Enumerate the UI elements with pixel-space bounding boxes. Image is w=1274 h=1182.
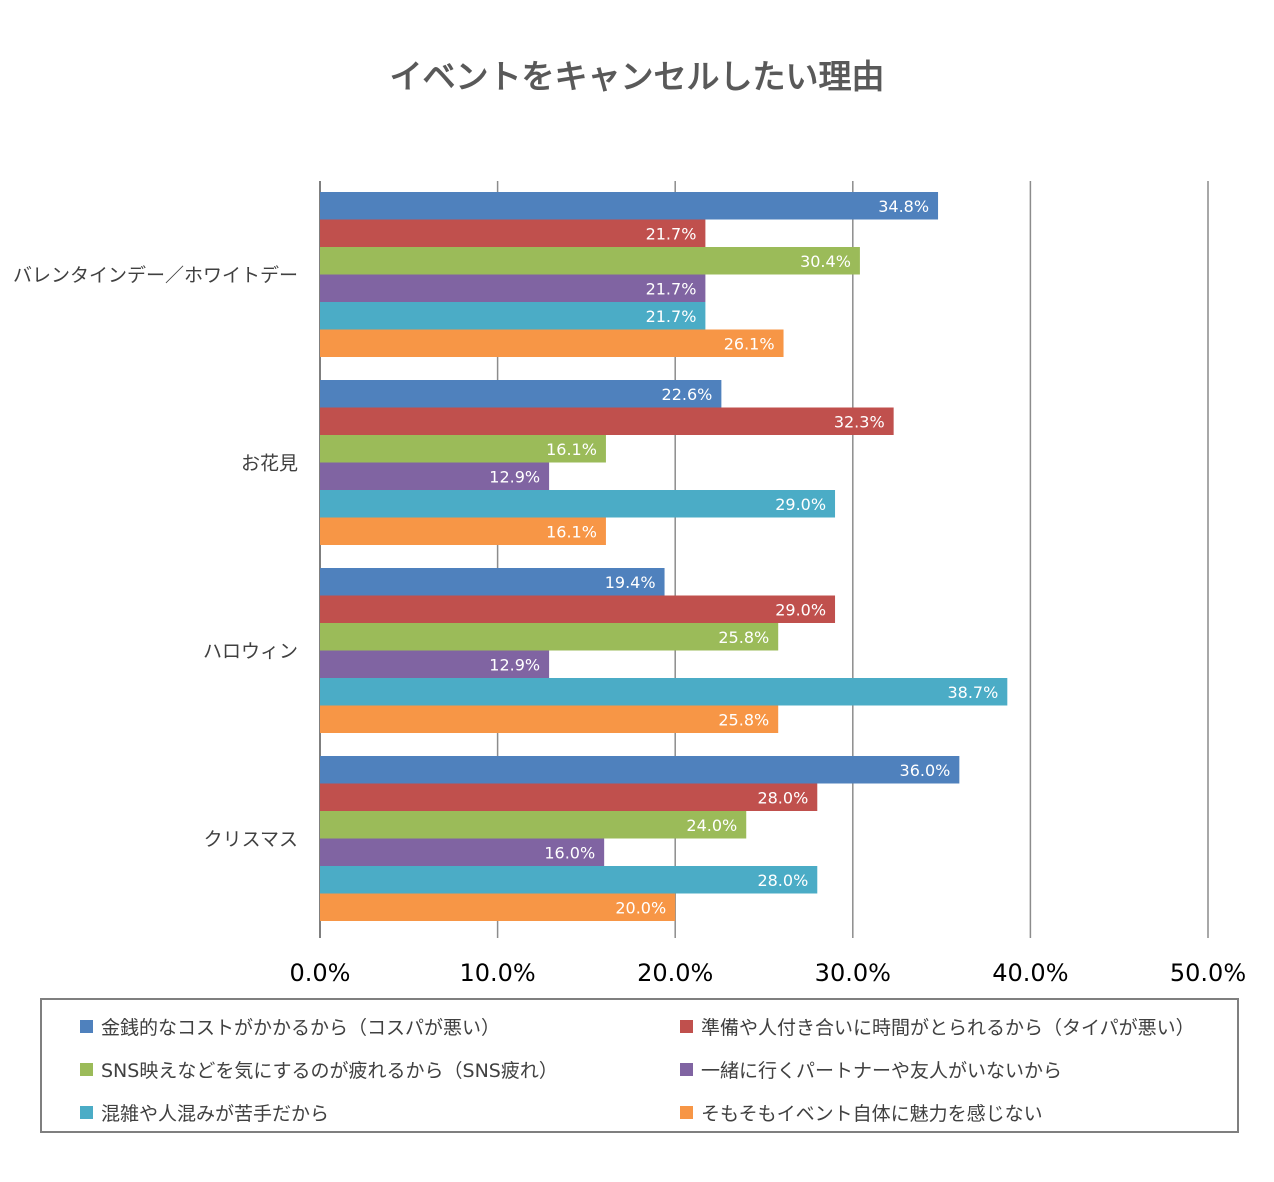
legend-swatch (680, 1063, 693, 1076)
bar (320, 247, 860, 275)
bar (320, 435, 606, 463)
bar (320, 380, 722, 408)
legend-label: 準備や人付き合いに時間がとられるから（タイパが悪い） (701, 1017, 1195, 1039)
bar (320, 783, 818, 811)
legend-item: 金銭的なコストがかかるから（コスパが悪い） (80, 1013, 500, 1040)
legend-label: 一緒に行くパートナーや友人がいないから (701, 1060, 1063, 1082)
bar (320, 811, 747, 839)
legend: 金銭的なコストがかかるから（コスパが悪い） 準備や人付き合いに時間がとられるから（… (40, 998, 1239, 1133)
legend-label: SNS映えなどを気にするのが疲れるから（SNS疲れ） (101, 1060, 558, 1082)
bar (320, 623, 779, 651)
legend-item: そもそもイベント自体に魅力を感じない (680, 1099, 1043, 1126)
data-label: 16.1% (546, 440, 597, 459)
data-label: 12.9% (489, 655, 540, 674)
data-label: 26.1% (724, 334, 775, 353)
data-label: 29.0% (775, 600, 826, 619)
category-label: ハロウィン (203, 641, 298, 663)
data-label: 38.7% (947, 683, 998, 702)
legend-label: 混雑や人混みが苦手だから (101, 1103, 330, 1125)
bar (320, 462, 550, 490)
category-label: バレンタインデー／ホワイトデー (13, 265, 298, 287)
data-label: 16.1% (546, 522, 597, 541)
bar (320, 302, 706, 330)
x-tick-label: 10.0% (459, 959, 535, 987)
data-label: 21.7% (646, 279, 697, 298)
data-label: 32.3% (834, 412, 885, 431)
bar (320, 568, 665, 596)
bar (320, 219, 706, 247)
bar (320, 407, 894, 435)
legend-item: SNS映えなどを気にするのが疲れるから（SNS疲れ） (80, 1056, 558, 1083)
bar (320, 192, 939, 220)
legend-label: そもそもイベント自体に魅力を感じない (701, 1103, 1043, 1125)
data-label: 21.7% (646, 224, 697, 243)
legend-swatch (80, 1063, 93, 1076)
bar (320, 678, 1008, 706)
legend-swatch (680, 1020, 693, 1033)
legend-label: 金銭的なコストがかかるから（コスパが悪い） (101, 1017, 501, 1039)
bars (320, 192, 1008, 921)
data-label: 25.8% (718, 710, 769, 729)
bar (320, 756, 960, 784)
data-label: 24.0% (686, 816, 737, 835)
data-label: 28.0% (757, 788, 808, 807)
legend-item: 混雑や人混みが苦手だから (80, 1099, 329, 1126)
x-tick-label: 50.0% (1170, 959, 1246, 987)
bar (320, 595, 836, 623)
category-label: クリスマス (204, 829, 298, 851)
bar (320, 838, 605, 866)
data-label: 21.7% (646, 307, 697, 326)
x-tick-label: 20.0% (637, 959, 713, 987)
data-label: 28.0% (757, 871, 808, 890)
bar (320, 650, 550, 678)
x-tick-label: 30.0% (815, 959, 891, 987)
data-labels: 34.8% 21.7% 30.4% 21.7% 21.7% 26.1% 22.6% 32.3%… (489, 197, 998, 918)
data-label: 20.0% (615, 898, 666, 917)
data-label: 16.0% (544, 843, 595, 862)
data-label: 29.0% (775, 495, 826, 514)
data-label: 22.6% (662, 385, 713, 404)
data-label: 19.4% (605, 573, 656, 592)
data-label: 36.0% (900, 761, 951, 780)
data-label: 30.4% (800, 252, 851, 271)
bar (320, 705, 779, 733)
chart-title: イベントをキャンセルしたい理由 (389, 57, 885, 96)
x-tick-label: 0.0% (290, 959, 351, 987)
category-label: お花見 (241, 453, 298, 475)
legend-swatch (80, 1020, 93, 1033)
legend-swatch (680, 1106, 693, 1119)
data-label: 12.9% (489, 467, 540, 486)
x-tick-label: 40.0% (992, 959, 1068, 987)
x-tick-labels: 0.0% 10.0% 20.0% 30.0% 40.0% 50.0% (290, 959, 1247, 987)
bar (320, 274, 706, 302)
legend-item: 準備や人付き合いに時間がとられるから（タイパが悪い） (680, 1013, 1195, 1040)
bar (320, 866, 818, 894)
bar (320, 517, 606, 545)
data-label: 25.8% (718, 628, 769, 647)
data-label: 34.8% (878, 197, 929, 216)
bar (320, 490, 836, 518)
bar (320, 893, 676, 921)
legend-item: 一緒に行くパートナーや友人がいないから (680, 1056, 1062, 1083)
bar (320, 329, 784, 357)
legend-swatch (80, 1106, 93, 1119)
